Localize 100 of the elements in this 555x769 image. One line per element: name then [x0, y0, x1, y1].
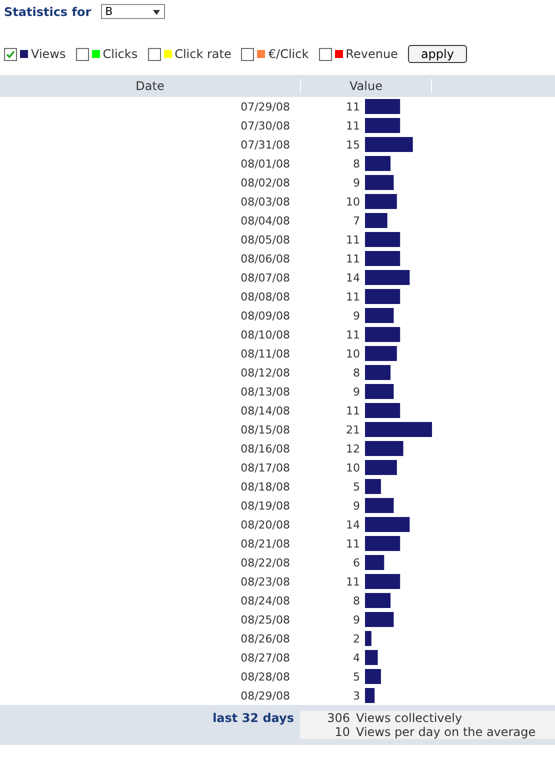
- data-label: 11: [346, 119, 360, 132]
- bar: [365, 137, 413, 152]
- y-tick-label: 08/01/08: [240, 158, 290, 170]
- bar: [365, 441, 404, 456]
- button: apply: [408, 45, 467, 63]
- y-tick-label: 08/22/08: [240, 556, 290, 570]
- data-label: 9: [353, 176, 360, 190]
- data-label: 9: [353, 613, 360, 626]
- legend-label: Revenue: [346, 47, 398, 61]
- y-tick-label: 08/23/08: [240, 576, 290, 588]
- text: 306 Views collectively: [326, 711, 462, 725]
- legend-label: Views: [31, 47, 66, 61]
- y-tick-label: 08/15/08: [240, 424, 290, 436]
- text: Value: [300, 79, 432, 93]
- data-label: 11: [346, 233, 360, 246]
- bar: [365, 99, 400, 114]
- data-label: 9: [353, 385, 360, 398]
- data-label: 12: [346, 442, 360, 456]
- bar: [365, 289, 400, 304]
- y-tick-label: 08/16/08: [240, 442, 290, 456]
- bar: [365, 251, 400, 266]
- y-tick-label: 08/08/08: [240, 290, 290, 304]
- y-tick-label: 08/13/08: [240, 386, 290, 398]
- bar: [365, 270, 410, 285]
- bar: [365, 194, 397, 209]
- data-label: 10: [346, 347, 360, 360]
- text: 10 Views per day on the average: [334, 725, 536, 739]
- legend-label: Clicks: [102, 47, 138, 61]
- legend-label: €/Click: [268, 47, 309, 61]
- data-label: 9: [353, 309, 360, 322]
- bar: [365, 156, 391, 171]
- y-tick-label: 08/03/08: [240, 196, 290, 208]
- bar: [365, 118, 400, 133]
- y-tick-label: 08/10/08: [240, 328, 290, 342]
- text: Date: [134, 79, 166, 93]
- bar: [365, 460, 397, 475]
- y-tick-label: 08/02/08: [240, 176, 290, 190]
- data-label: 5: [353, 480, 360, 494]
- bar: [365, 365, 391, 380]
- data-label: 6: [353, 556, 360, 570]
- data-label: 14: [346, 271, 360, 284]
- bar: [365, 308, 394, 323]
- bar: [365, 631, 372, 646]
- bar: [365, 498, 394, 513]
- y-tick-label: 08/18/08: [240, 480, 290, 494]
- bar: [365, 517, 410, 532]
- y-tick-label: 08/09/08: [240, 310, 290, 322]
- data-label: 7: [353, 214, 360, 228]
- data-label: 21: [346, 423, 360, 436]
- data-label: 8: [353, 594, 360, 608]
- legend-label: Click rate: [174, 47, 232, 61]
- y-tick-label: 08/29/08: [240, 690, 290, 702]
- bar: [365, 327, 400, 342]
- y-tick-label: 08/11/08: [240, 348, 290, 360]
- bar: [365, 479, 381, 494]
- data-label: 9: [353, 499, 360, 512]
- y-tick-label: 08/05/08: [240, 234, 290, 246]
- data-label: 2: [353, 632, 360, 646]
- bar: [365, 403, 400, 418]
- bar: [365, 669, 381, 684]
- bar: [365, 175, 394, 190]
- y-tick-label: 08/07/08: [240, 272, 290, 284]
- y-tick-label: 08/27/08: [240, 652, 290, 664]
- text: last 32 days: [212, 711, 294, 727]
- data-label: 8: [353, 157, 360, 170]
- bar: [365, 688, 375, 703]
- data-label: 11: [346, 328, 360, 342]
- bar: [365, 346, 397, 361]
- bar: [365, 555, 384, 570]
- y-tick-label: 08/06/08: [240, 252, 290, 266]
- data-label: 15: [346, 138, 360, 152]
- bar: [365, 650, 378, 665]
- y-tick-label: 08/21/08: [240, 538, 290, 550]
- y-tick-label: 08/04/08: [240, 214, 290, 228]
- bar: [365, 384, 394, 399]
- data-label: 11: [346, 575, 360, 588]
- y-tick-label: 08/28/08: [240, 670, 290, 684]
- data-label: 3: [353, 689, 360, 702]
- data-label: 11: [346, 252, 360, 266]
- y-tick-label: 08/12/08: [240, 366, 290, 380]
- y-tick-label: 08/25/08: [240, 614, 290, 626]
- data-label: 11: [346, 100, 360, 114]
- y-tick-label: 08/26/08: [240, 632, 290, 646]
- y-tick-label: 08/14/08: [240, 404, 290, 418]
- bar: [365, 612, 394, 627]
- y-tick-label: 08/19/08: [240, 500, 290, 512]
- data-label: 5: [353, 670, 360, 684]
- bar: [365, 232, 400, 247]
- data-label: 4: [353, 651, 360, 664]
- bar: [365, 213, 388, 228]
- y-tick-label: 07/31/08: [240, 138, 290, 152]
- y-tick-label: 08/20/08: [240, 518, 290, 532]
- y-tick-label: 07/30/08: [240, 120, 290, 132]
- bar: [365, 574, 400, 589]
- data-label: 11: [346, 404, 360, 418]
- y-tick-label: 08/24/08: [240, 594, 290, 608]
- y-tick-label: 08/17/08: [240, 462, 290, 474]
- bar: [365, 593, 391, 608]
- text: Statistics for: [4, 4, 92, 18]
- dropdown: B: [101, 4, 166, 19]
